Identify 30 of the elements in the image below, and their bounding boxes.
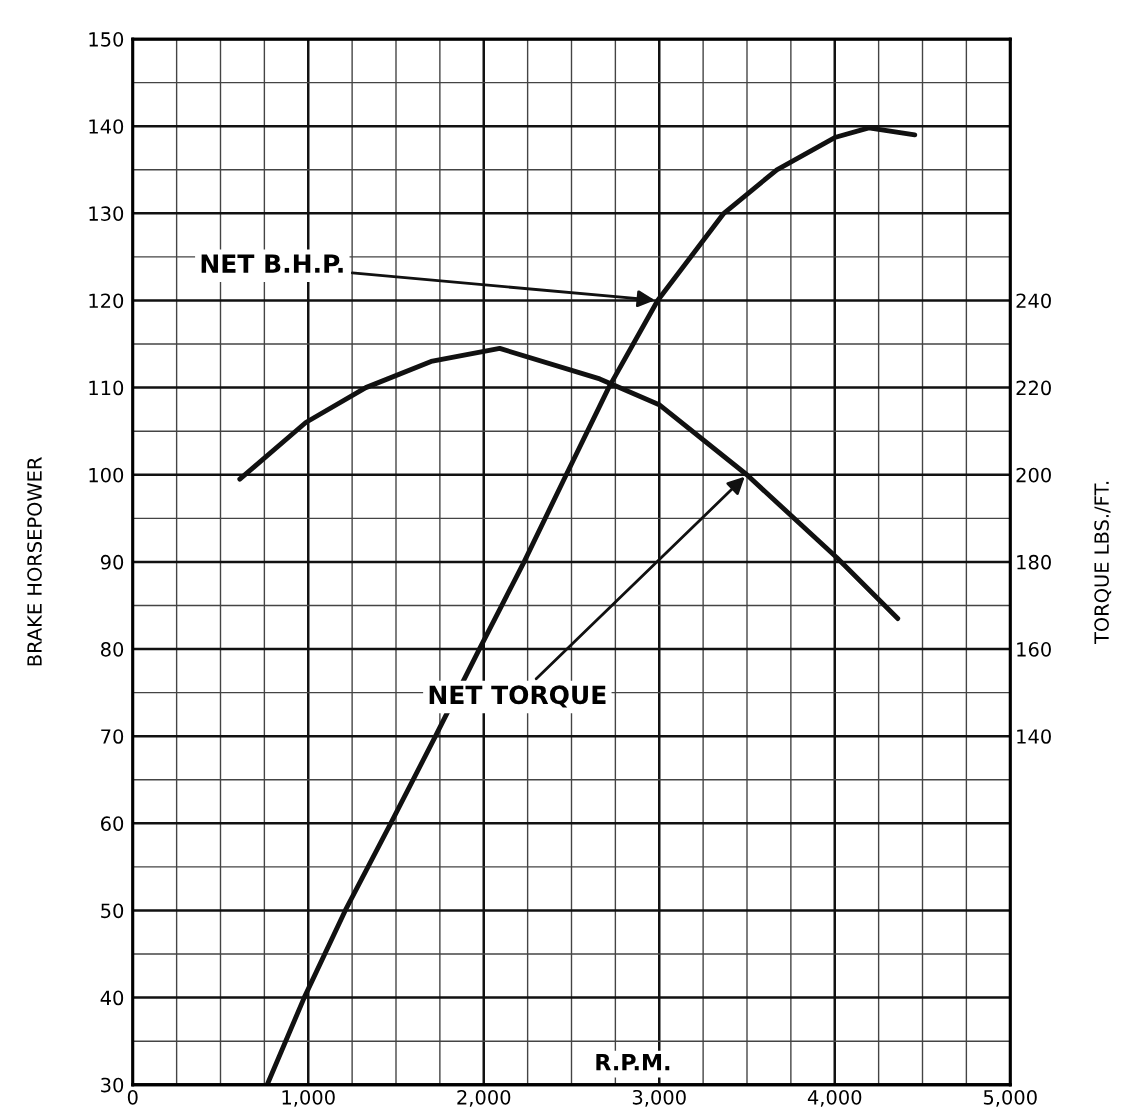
y-axis-title: BRAKE HORSEPOWER bbox=[27, 457, 42, 666]
y2-tick-label: 160 bbox=[1017, 642, 1051, 657]
x-tick-label: 2,000 bbox=[457, 1089, 511, 1107]
y-tick-label: 130 bbox=[89, 206, 124, 222]
y-tick-label: 100 bbox=[89, 467, 124, 483]
x-tick-label: 5,000 bbox=[983, 1089, 1037, 1107]
y-tick-label: 90 bbox=[100, 554, 124, 570]
y2-tick-label: 180 bbox=[1017, 554, 1051, 570]
y-tick-label: 120 bbox=[89, 293, 124, 309]
annotation: NET TORQUE bbox=[429, 685, 606, 708]
y-tick-label: 80 bbox=[100, 642, 124, 657]
y2-tick-label: 140 bbox=[1017, 729, 1051, 744]
y-tick-label: 30 bbox=[101, 1077, 124, 1093]
y-tick-label: 70 bbox=[101, 729, 124, 744]
y2-tick-label: 200 bbox=[1016, 467, 1051, 483]
x-tick-label: 0 bbox=[127, 1089, 138, 1105]
y2-tick-label: 220 bbox=[1016, 380, 1051, 396]
y2-axis-title: TORQUE LBS./FT. bbox=[1094, 481, 1112, 645]
x-axis-title: R.P.M. bbox=[596, 1054, 670, 1071]
y-tick-label: 40 bbox=[100, 990, 124, 1006]
y-tick-label: 60 bbox=[101, 816, 124, 831]
annotation: NET B.H.P. bbox=[201, 254, 343, 273]
y-tick-label: 50 bbox=[101, 903, 124, 919]
y-tick-label: 150 bbox=[89, 32, 124, 47]
x-tick-label: 4,000 bbox=[807, 1089, 862, 1107]
y2-tick-label: 240 bbox=[1016, 293, 1051, 309]
y-tick-label: 140 bbox=[89, 119, 124, 134]
x-tick-label: 3,000 bbox=[632, 1089, 686, 1107]
y-tick-label: 110 bbox=[89, 380, 124, 396]
x-tick-label: 1,000 bbox=[282, 1089, 335, 1107]
